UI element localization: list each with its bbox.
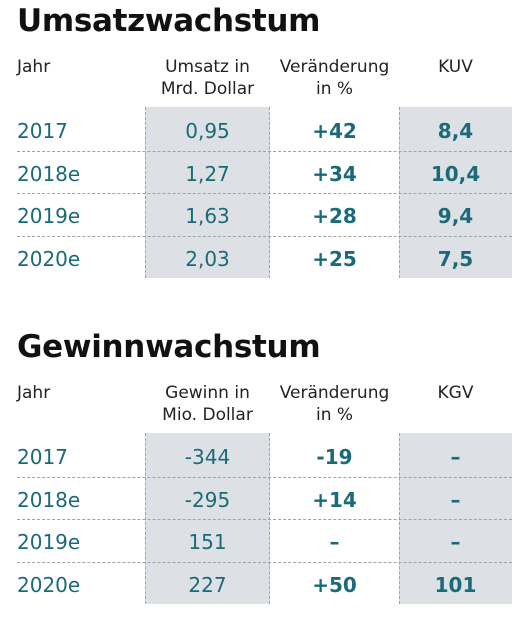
gewinn-header-profit-line1: Gewinn in	[165, 383, 250, 403]
row-revenue: 1,27	[185, 162, 230, 186]
row-profit: 151	[188, 530, 227, 554]
umsatz-col1-shade	[145, 107, 270, 278]
table-row: 2020e 227 +50 101	[0, 563, 512, 605]
row-year: 2017	[17, 119, 68, 143]
row-change: +50	[312, 573, 357, 597]
umsatz-header-year: Jahr	[17, 57, 51, 77]
row-profit: 227	[188, 573, 227, 597]
gewinn-header-change-line1: Veränderung	[279, 383, 390, 403]
row-separator	[17, 562, 512, 563]
table-row: 2020e 2,03 +25 7,5	[0, 237, 512, 279]
gewinn-col1-shade	[145, 433, 270, 604]
table-row: 2019e 1,63 +28 9,4	[0, 194, 512, 236]
umsatz-title: Umsatzwachstum	[17, 3, 321, 39]
umsatz-header-kuv-line1: KUV	[438, 57, 473, 77]
row-year: 2020e	[17, 573, 81, 597]
gewinn-header-year: Jahr	[17, 383, 51, 403]
umsatz-col3-shade	[399, 107, 512, 278]
table-row: 2018e -295 +14 –	[0, 478, 512, 520]
row-separator	[17, 519, 512, 520]
gewinn-col3-shade	[399, 433, 512, 604]
umsatz-header-change-line1: Veränderung	[279, 57, 390, 77]
row-change: +25	[312, 247, 357, 271]
row-change: +14	[312, 488, 357, 512]
row-kuv: 8,4	[437, 119, 474, 143]
gewinn-title: Gewinnwachstum	[17, 329, 321, 365]
row-kgv: –	[450, 445, 461, 469]
row-kuv: 7,5	[437, 247, 474, 271]
table-row: 2018e 1,27 +34 10,4	[0, 152, 512, 194]
gewinn-header-profit-line2: Mio. Dollar	[162, 405, 253, 425]
row-year: 2019e	[17, 204, 81, 228]
umsatz-header-revenue-line2: Mrd. Dollar	[160, 79, 255, 99]
row-change: -19	[316, 445, 353, 469]
table-row: 2019e 151 – –	[0, 520, 512, 562]
row-separator	[17, 236, 512, 237]
umsatz-divider	[269, 107, 270, 278]
row-change: –	[329, 530, 340, 554]
row-change: +28	[312, 204, 357, 228]
table-row: 2017 -344 -19 –	[0, 435, 512, 477]
row-change: +42	[312, 119, 357, 143]
row-change: +34	[312, 162, 357, 186]
row-profit: -295	[184, 488, 231, 512]
row-year: 2017	[17, 445, 68, 469]
table-row: 2017 0,95 +42 8,4	[0, 109, 512, 151]
gewinn-header-change: Veränderung in %	[270, 382, 399, 426]
gewinn-header-kgv: KGV	[399, 382, 512, 404]
gewinn-divider	[145, 433, 146, 604]
row-revenue: 0,95	[185, 119, 230, 143]
umsatz-divider	[145, 107, 146, 278]
row-year: 2020e	[17, 247, 81, 271]
row-separator	[17, 193, 512, 194]
gewinn-divider	[269, 433, 270, 604]
row-kgv: 101	[434, 573, 477, 597]
row-separator	[17, 151, 512, 152]
gewinn-header-change-line2: in %	[315, 405, 354, 425]
row-year: 2018e	[17, 162, 81, 186]
row-revenue: 2,03	[185, 247, 230, 271]
umsatz-header-revenue-line1: Umsatz in	[165, 57, 250, 77]
umsatz-header-change: Veränderung in %	[270, 56, 399, 100]
row-separator	[17, 477, 512, 478]
gewinn-header-kgv-line1: KGV	[437, 383, 474, 403]
umsatz-header-change-line2: in %	[315, 79, 354, 99]
gewinn-header-profit: Gewinn in Mio. Dollar	[145, 382, 270, 426]
row-profit: -344	[184, 445, 231, 469]
row-year: 2019e	[17, 530, 81, 554]
row-kuv: 9,4	[437, 204, 474, 228]
row-kgv: –	[450, 488, 461, 512]
row-year: 2018e	[17, 488, 81, 512]
row-kuv: 10,4	[430, 162, 481, 186]
umsatz-header-kuv: KUV	[399, 56, 512, 78]
umsatz-divider	[399, 107, 400, 278]
umsatz-header-revenue: Umsatz in Mrd. Dollar	[145, 56, 270, 100]
row-revenue: 1,63	[185, 204, 230, 228]
gewinn-divider	[399, 433, 400, 604]
row-kgv: –	[450, 530, 461, 554]
